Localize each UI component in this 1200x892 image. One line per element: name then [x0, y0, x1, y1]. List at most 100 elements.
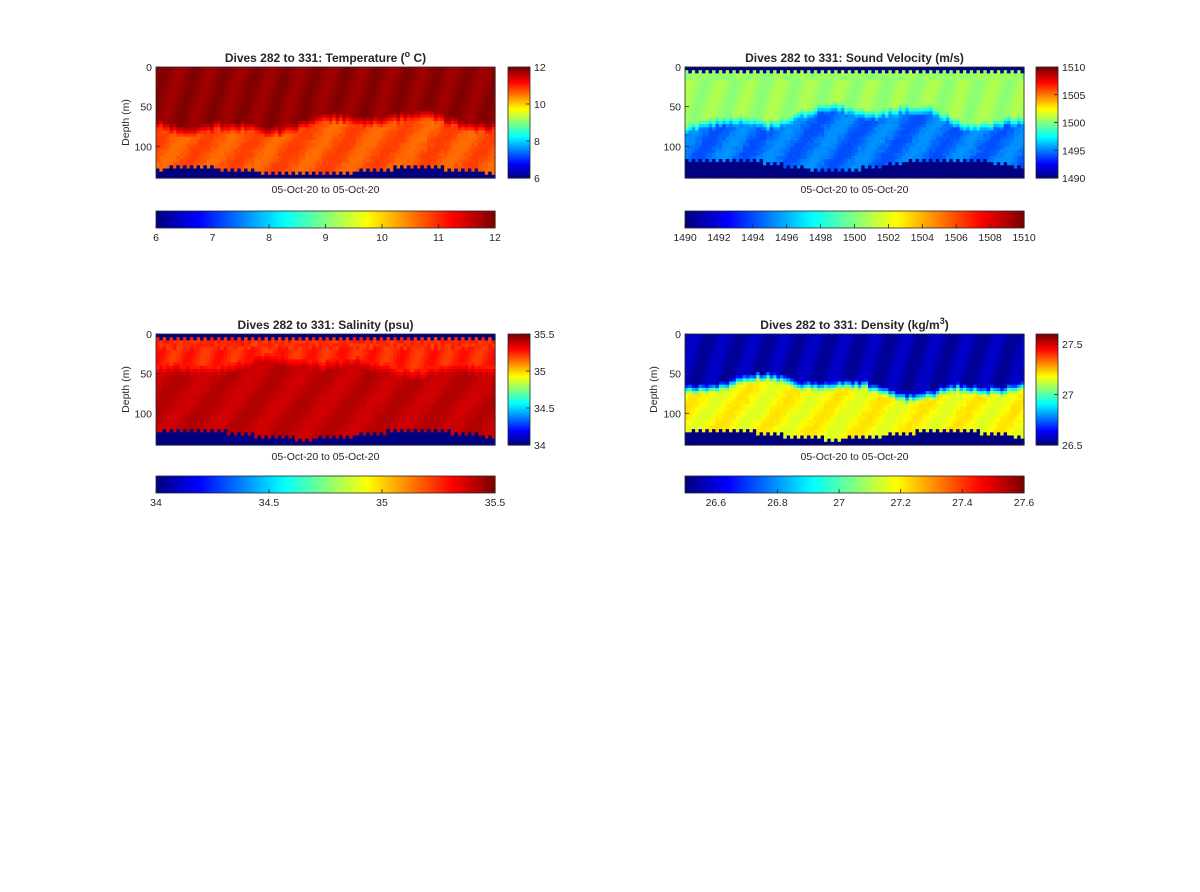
heatmap-cell	[410, 76, 415, 81]
heatmap-cell	[294, 162, 299, 166]
heatmap-cell	[159, 95, 164, 100]
heatmap-cell	[217, 155, 222, 160]
heatmap-cell	[447, 67, 452, 71]
heatmap-cell	[417, 67, 422, 71]
heatmap-cell	[423, 111, 428, 116]
heatmap-cell	[413, 111, 418, 116]
heatmap-cell	[386, 158, 391, 163]
heatmap-cell	[420, 127, 425, 132]
heatmap-cell	[471, 174, 476, 179]
heatmap-cell	[169, 120, 174, 125]
heatmap-cell	[430, 127, 435, 132]
heatmap-cell	[410, 155, 415, 160]
heatmap-cell	[471, 139, 476, 144]
heatmap-cell	[356, 127, 360, 132]
heatmap-cell	[352, 146, 357, 151]
heatmap-cell	[342, 155, 347, 160]
heatmap-cell	[267, 133, 272, 138]
heatmap-cell	[440, 168, 445, 173]
heatmap-cell	[464, 101, 469, 106]
heatmap-cell	[369, 98, 374, 103]
heatmap-cell	[176, 79, 181, 84]
heatmap-cell	[156, 162, 160, 166]
heatmap-cell	[427, 165, 432, 170]
heatmap-cell	[271, 95, 276, 100]
heatmap-cell	[366, 152, 371, 157]
heatmap-cell	[281, 171, 286, 176]
heatmap-cell	[318, 73, 323, 78]
heatmap-cell	[223, 82, 228, 87]
heatmap-cell	[403, 76, 408, 81]
heatmap-cell	[328, 174, 333, 179]
heatmap-cell	[196, 73, 201, 78]
heatmap-cell	[447, 79, 452, 84]
heatmap-cell	[464, 168, 469, 173]
heatmap-cell	[376, 143, 381, 147]
heatmap-cell	[166, 155, 171, 160]
heatmap-cell	[474, 82, 479, 87]
heatmap-cell	[335, 155, 340, 160]
heatmap-cell	[278, 79, 283, 84]
heatmap-cell	[176, 98, 181, 103]
heatmap-cell	[291, 158, 296, 163]
heatmap-cell	[183, 174, 188, 179]
heatmap-cell	[318, 174, 323, 179]
heatmap-cell	[356, 146, 360, 151]
heatmap-cell	[335, 133, 340, 138]
heatmap-cell	[372, 79, 377, 84]
heatmap-cell	[166, 105, 171, 109]
heatmap-cell	[274, 92, 279, 97]
heatmap-cell	[311, 136, 316, 141]
heatmap-cell	[220, 152, 225, 157]
heatmap-cell	[159, 105, 164, 109]
heatmap-cell	[450, 146, 455, 151]
heatmap-cell	[454, 139, 459, 144]
heatmap-cell	[288, 152, 293, 157]
heatmap-cell	[335, 168, 340, 173]
heatmap-cell	[349, 146, 354, 151]
heatmap-cell	[305, 92, 310, 97]
heatmap-cell	[318, 82, 323, 87]
heatmap-cell	[386, 76, 391, 81]
heatmap-cell	[447, 146, 452, 151]
heatmap-cell	[294, 79, 299, 84]
heatmap-cell	[210, 92, 215, 97]
heatmap-cell	[383, 174, 388, 179]
heatmap-cell	[281, 73, 286, 78]
heatmap-cell	[196, 149, 201, 154]
heatmap-cell	[315, 114, 320, 119]
heatmap-cell	[217, 82, 222, 87]
heatmap-cell	[423, 105, 428, 109]
heatmap-cell	[393, 143, 398, 147]
heatmap-cell	[196, 98, 201, 103]
heatmap-cell	[308, 79, 313, 84]
heatmap-cell	[176, 136, 181, 141]
heatmap-cell	[430, 105, 435, 109]
heatmap-cell	[369, 70, 374, 74]
heatmap-cell	[203, 101, 208, 106]
heatmap-cell	[318, 98, 323, 103]
heatmap-cell	[183, 155, 188, 160]
heatmap-cell	[288, 162, 293, 166]
heatmap-cell	[359, 139, 364, 144]
heatmap-cell	[247, 86, 252, 90]
heatmap-cell	[247, 152, 252, 157]
heatmap-cell	[349, 143, 354, 147]
heatmap-cell	[349, 174, 354, 179]
heatmap-cell	[440, 67, 445, 71]
heatmap-cell	[227, 120, 232, 125]
heatmap-cell	[233, 67, 238, 71]
heatmap-cell	[250, 95, 255, 100]
heatmap-cell	[406, 133, 411, 138]
heatmap-cell	[427, 89, 432, 93]
heatmap-cell	[294, 76, 299, 81]
heatmap-cell	[206, 162, 211, 166]
heatmap-cell	[335, 152, 340, 157]
heatmap-cell	[440, 70, 445, 74]
heatmap-cell	[427, 133, 432, 138]
heatmap-cell	[301, 108, 306, 112]
heatmap-cell	[193, 108, 198, 112]
heatmap-cell	[430, 101, 435, 106]
heatmap-cell	[227, 136, 232, 141]
heatmap-cell	[244, 86, 249, 90]
